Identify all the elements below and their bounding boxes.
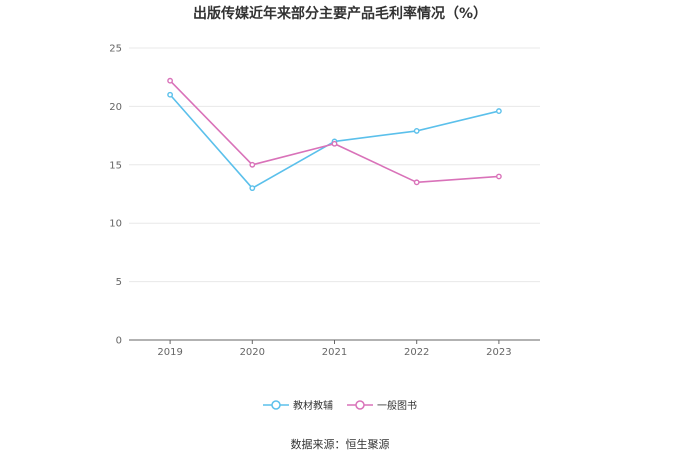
source-note: 数据来源：恒生聚源 [290,438,390,451]
series-0-point-2020 [249,185,256,192]
series-1-point-2019 [167,77,174,84]
legend-swatch-series-1 [347,399,373,410]
legend-swatch-series-0 [263,399,289,410]
series-0-point-2019 [167,91,174,98]
x-tick-label-2021: 2021 [322,347,347,358]
grid-layer [129,47,540,283]
legend: 教材教辅 一般图书 [0,397,680,412]
y-tick-label-20: 20 [109,102,122,113]
series-1-point-2020 [249,161,256,168]
y-tick-label-5: 5 [116,277,122,288]
legend-item-series-1[interactable]: 一般图书 [347,397,417,412]
legend-item-series-0[interactable]: 教材教辅 [263,397,333,412]
y-tick-label-0: 0 [116,336,122,347]
series-0-point-2023 [495,108,502,114]
series-line-1 [169,80,499,184]
axis-layer: 0 5 10 15 20 25 2019 2020 2021 2022 2023 [109,44,540,358]
y-tick-label-15: 15 [109,160,122,171]
series-1-point-2022 [413,179,420,186]
x-tick-label-2023: 2023 [486,347,511,358]
series-0-point-2022 [413,128,420,134]
legend-label-series-0: 教材教辅 [293,401,333,412]
y-tick-label-10: 10 [109,219,122,230]
y-tick-label-25: 25 [109,44,122,55]
legend-label-series-1: 一般图书 [377,401,417,412]
x-tick-label-2019: 2019 [157,347,182,358]
series-1-point-2023 [495,173,502,180]
series-layer [167,77,502,192]
x-tick-label-2022: 2022 [404,347,429,358]
chart-title: 出版传媒近年来部分主要产品毛利率情况（%） [192,6,488,22]
series-1-point-2021 [331,140,338,147]
x-tick-label-2020: 2020 [240,347,265,358]
